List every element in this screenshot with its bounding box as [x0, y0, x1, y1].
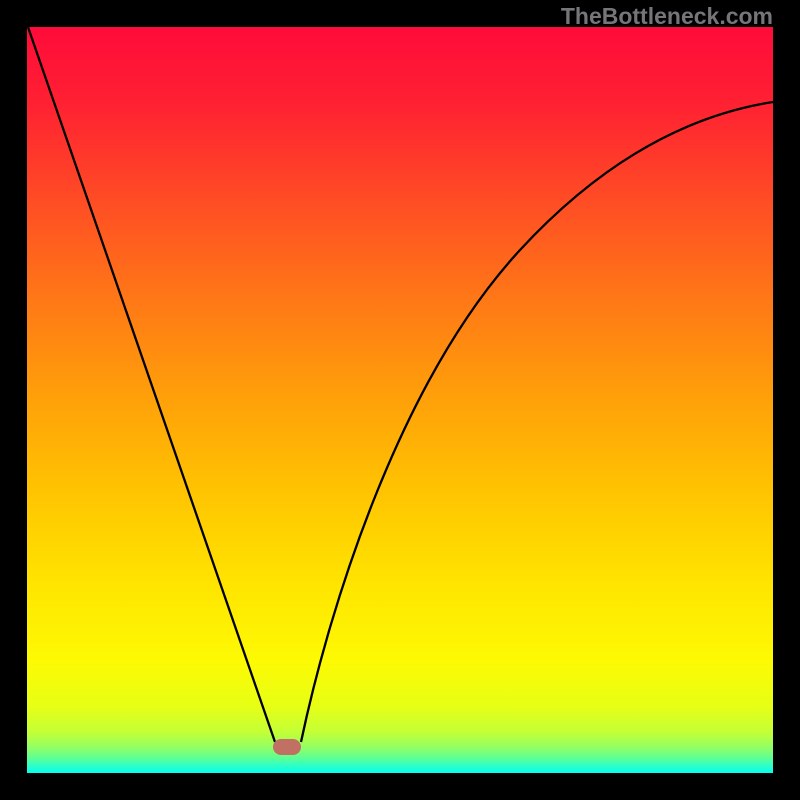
- curve-right-branch: [301, 102, 773, 742]
- chart-container: TheBottleneck.com: [0, 0, 800, 800]
- optimum-marker: [273, 739, 301, 755]
- watermark-text: TheBottleneck.com: [561, 3, 773, 30]
- bottleneck-curve: [0, 0, 800, 800]
- curve-left-branch: [28, 27, 275, 742]
